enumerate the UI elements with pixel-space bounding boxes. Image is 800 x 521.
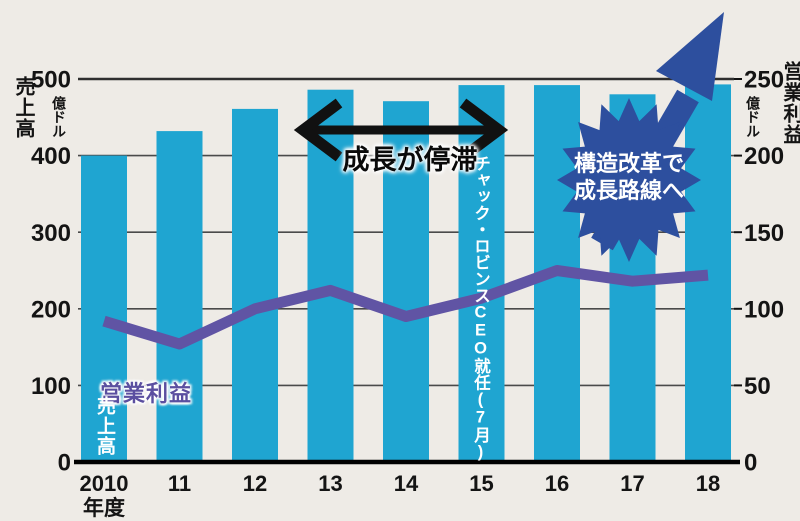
bar-series-label: 売上高 — [94, 396, 115, 456]
left-tick-label-400: 400 — [31, 143, 71, 170]
stagnation-arrow-icon — [293, 98, 509, 162]
burst-annotation: 構造改革で 成長路線へ — [554, 150, 704, 204]
revenue-bar-2010 — [81, 155, 127, 462]
right-axis-unit: 億ドル — [745, 96, 761, 138]
burst-badge — [557, 98, 701, 262]
revenue-bar-14 — [383, 101, 429, 462]
x-label-17: 17 — [620, 471, 644, 496]
right-tick-label-100: 100 — [744, 296, 784, 323]
left-axis-title: 売上高 — [12, 76, 34, 139]
right-axis-title: 営業利益 — [780, 61, 800, 145]
burst-annotation-line1: 構造改革で — [573, 151, 684, 176]
burst-annotation-line2: 成長路線へ — [573, 178, 684, 203]
revenue-bar-12 — [232, 108, 278, 463]
x-label-15: 15 — [469, 471, 493, 496]
x-label-14: 14 — [394, 471, 419, 496]
right-tick-label-50: 50 — [744, 373, 771, 400]
revenue-bar-11 — [156, 131, 203, 462]
x-label-11: 11 — [168, 471, 191, 496]
x-label-2010: 2010 — [80, 471, 129, 496]
operating-profit-line — [102, 265, 709, 350]
ceo-appointment-note: チャック・ロビンスCEO就任(7月) — [471, 155, 490, 461]
left-tick-label-0: 0 — [58, 450, 71, 477]
line-series-label: 営業利益 — [100, 381, 193, 406]
left-tick-label-100: 100 — [31, 373, 71, 400]
right-tick-label-0: 0 — [744, 450, 757, 477]
x-label-12: 12 — [243, 471, 267, 496]
stagnation-annotation: 成長が停滞 — [342, 145, 478, 175]
left-tick-label-200: 200 — [31, 296, 71, 323]
x-axis-unit: 年度 — [83, 496, 125, 520]
right-tick-label-250: 250 — [744, 67, 784, 94]
x-label-18: 18 — [696, 471, 720, 496]
left-tick-label-500: 500 — [31, 67, 71, 94]
right-tick-label-200: 200 — [744, 143, 784, 170]
x-label-13: 13 — [318, 471, 342, 496]
left-tick-label-300: 300 — [31, 220, 71, 247]
right-tick-label-150: 150 — [744, 220, 784, 247]
left-axis-unit: 億ドル — [51, 96, 67, 138]
x-label-16: 16 — [545, 471, 569, 496]
